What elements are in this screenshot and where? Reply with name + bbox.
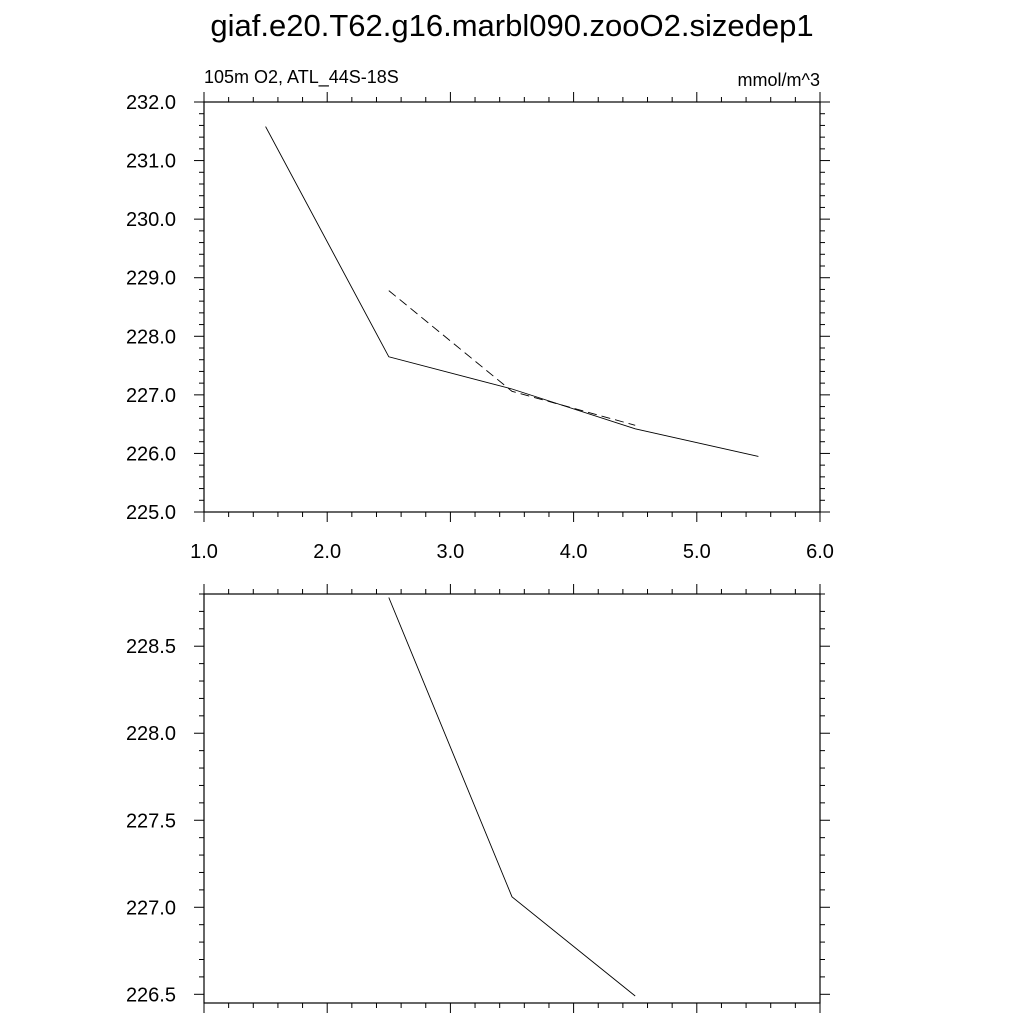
panel1-x-tick-label: 1.0: [190, 541, 218, 563]
panel1-y-tick-label: 230.0: [126, 209, 176, 231]
panel2-y-tick-label: 227.5: [126, 810, 176, 832]
panel1-series-1-line: [265, 126, 759, 457]
panel2-frame: [203, 593, 821, 1004]
panel2-y-tick-label: 227.0: [126, 897, 176, 919]
panel2-y-tick-label: 226.5: [126, 984, 176, 1006]
panel2-y-tick-label: 228.0: [126, 723, 176, 745]
panel1-x-tick-label: 5.0: [683, 541, 711, 563]
panel2-series-1-line: [388, 597, 636, 997]
panel2-y-tick-label: 228.5: [126, 636, 176, 658]
panel1-units-label: mmol/m^3: [738, 70, 820, 90]
panel1-x-tick-label: 2.0: [313, 541, 341, 563]
panel1-y-tick-label: 231.0: [126, 151, 176, 173]
panel1-y-tick-label: 232.0: [126, 92, 176, 114]
panel1-x-tick-label: 4.0: [560, 541, 588, 563]
panel1-y-tick-label: 226.0: [126, 443, 176, 465]
panel1-x-tick-label: 3.0: [436, 541, 464, 563]
chart-title: giaf.e20.T62.g16.marbl090.zooO2.sizedep1: [210, 8, 814, 43]
panel1-y-tick-label: 228.0: [126, 326, 176, 348]
panel1-y-tick-label: 229.0: [126, 268, 176, 290]
panel1-left-label: 105m O2, ATL_44S-18S: [204, 67, 399, 88]
panel1-y-tick-label: 225.0: [126, 502, 176, 524]
panel1-x-tick-label: 6.0: [806, 541, 834, 563]
panel1-y-tick-label: 227.0: [126, 385, 176, 407]
panel1-frame: [203, 101, 821, 513]
panel1-series-2-line: [388, 290, 636, 426]
